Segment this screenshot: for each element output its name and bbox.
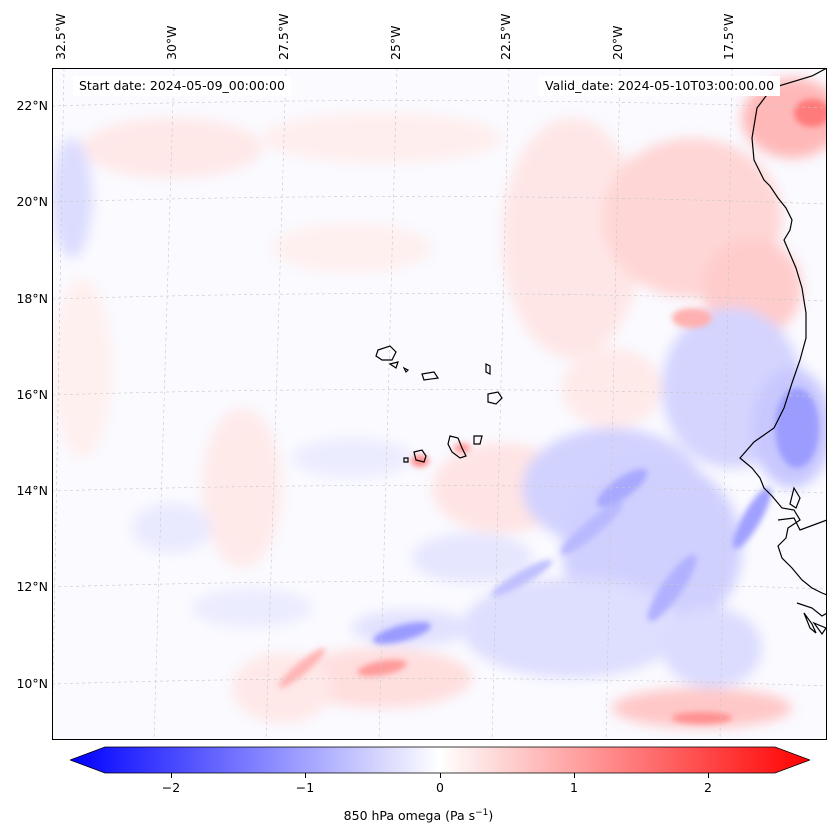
colorbar-tick-mark bbox=[171, 773, 172, 778]
island-boa-vista bbox=[487, 391, 503, 405]
island-fogo bbox=[413, 449, 427, 463]
omega-map bbox=[52, 68, 827, 740]
colorbar-tick-mark bbox=[440, 773, 441, 778]
colorbar-tick-label: −2 bbox=[161, 780, 181, 795]
lon-label-27-5w: 27.5°W bbox=[276, 13, 291, 60]
lon-label-17-5w: 17.5°W bbox=[721, 13, 736, 60]
coastline bbox=[739, 68, 827, 636]
island-santa-luzia bbox=[402, 366, 410, 374]
map-border bbox=[52, 68, 827, 740]
lat-label-10n: 10°N bbox=[16, 676, 48, 691]
colorbar-tick-mark bbox=[574, 773, 575, 778]
colorbar-gradient bbox=[68, 746, 812, 774]
island-sal bbox=[485, 363, 491, 375]
island-brava bbox=[403, 457, 409, 463]
colorbar-variable: 850 hPa omega bbox=[343, 808, 442, 824]
island-sao-nicolau bbox=[421, 371, 440, 381]
colorbar-units-exponent: −1 bbox=[475, 808, 489, 818]
map-canvas bbox=[52, 68, 827, 740]
lat-label-20n: 20°N bbox=[16, 194, 48, 209]
colorbar-tick-mark bbox=[305, 773, 306, 778]
island-santiago bbox=[447, 435, 467, 459]
lat-label-12n: 12°N bbox=[16, 579, 48, 594]
colorbar-tick-label: 0 bbox=[436, 780, 444, 795]
start-date-label: Start date: 2024-05-09_00:00:00 bbox=[73, 76, 291, 96]
lat-label-16n: 16°N bbox=[16, 387, 48, 402]
lon-label-32-5w: 32.5°W bbox=[53, 13, 68, 60]
colorbar-tick-label: 1 bbox=[570, 780, 578, 795]
lat-label-14n: 14°N bbox=[16, 483, 48, 498]
lon-label-20w: 20°W bbox=[610, 25, 625, 60]
lat-label-18n: 18°N bbox=[16, 291, 48, 306]
colorbar-tick-label: −1 bbox=[295, 780, 315, 795]
gridlines bbox=[52, 68, 827, 740]
colorbar-tick-mark bbox=[708, 773, 709, 778]
island-sao-vicente bbox=[388, 361, 399, 369]
lon-label-30w: 30°W bbox=[164, 25, 179, 60]
island-maio bbox=[473, 435, 483, 445]
colorbar-svg bbox=[68, 746, 812, 774]
colorbar-label: 850 hPa omega (Pa s−1) bbox=[343, 808, 494, 824]
lon-label-25w: 25°W bbox=[388, 25, 403, 60]
cape-verde-islands bbox=[375, 345, 503, 463]
colorbar bbox=[68, 745, 812, 775]
colorbar-units: Pa s bbox=[450, 808, 476, 824]
lon-label-22-5w: 22.5°W bbox=[498, 13, 513, 60]
colorbar-tick-label: 2 bbox=[704, 780, 712, 795]
island-santo-antao bbox=[375, 345, 397, 361]
valid-date-label: Valid_date: 2024-05-10T03:00:00.00 bbox=[539, 76, 781, 96]
lat-label-22n: 22°N bbox=[16, 98, 48, 113]
